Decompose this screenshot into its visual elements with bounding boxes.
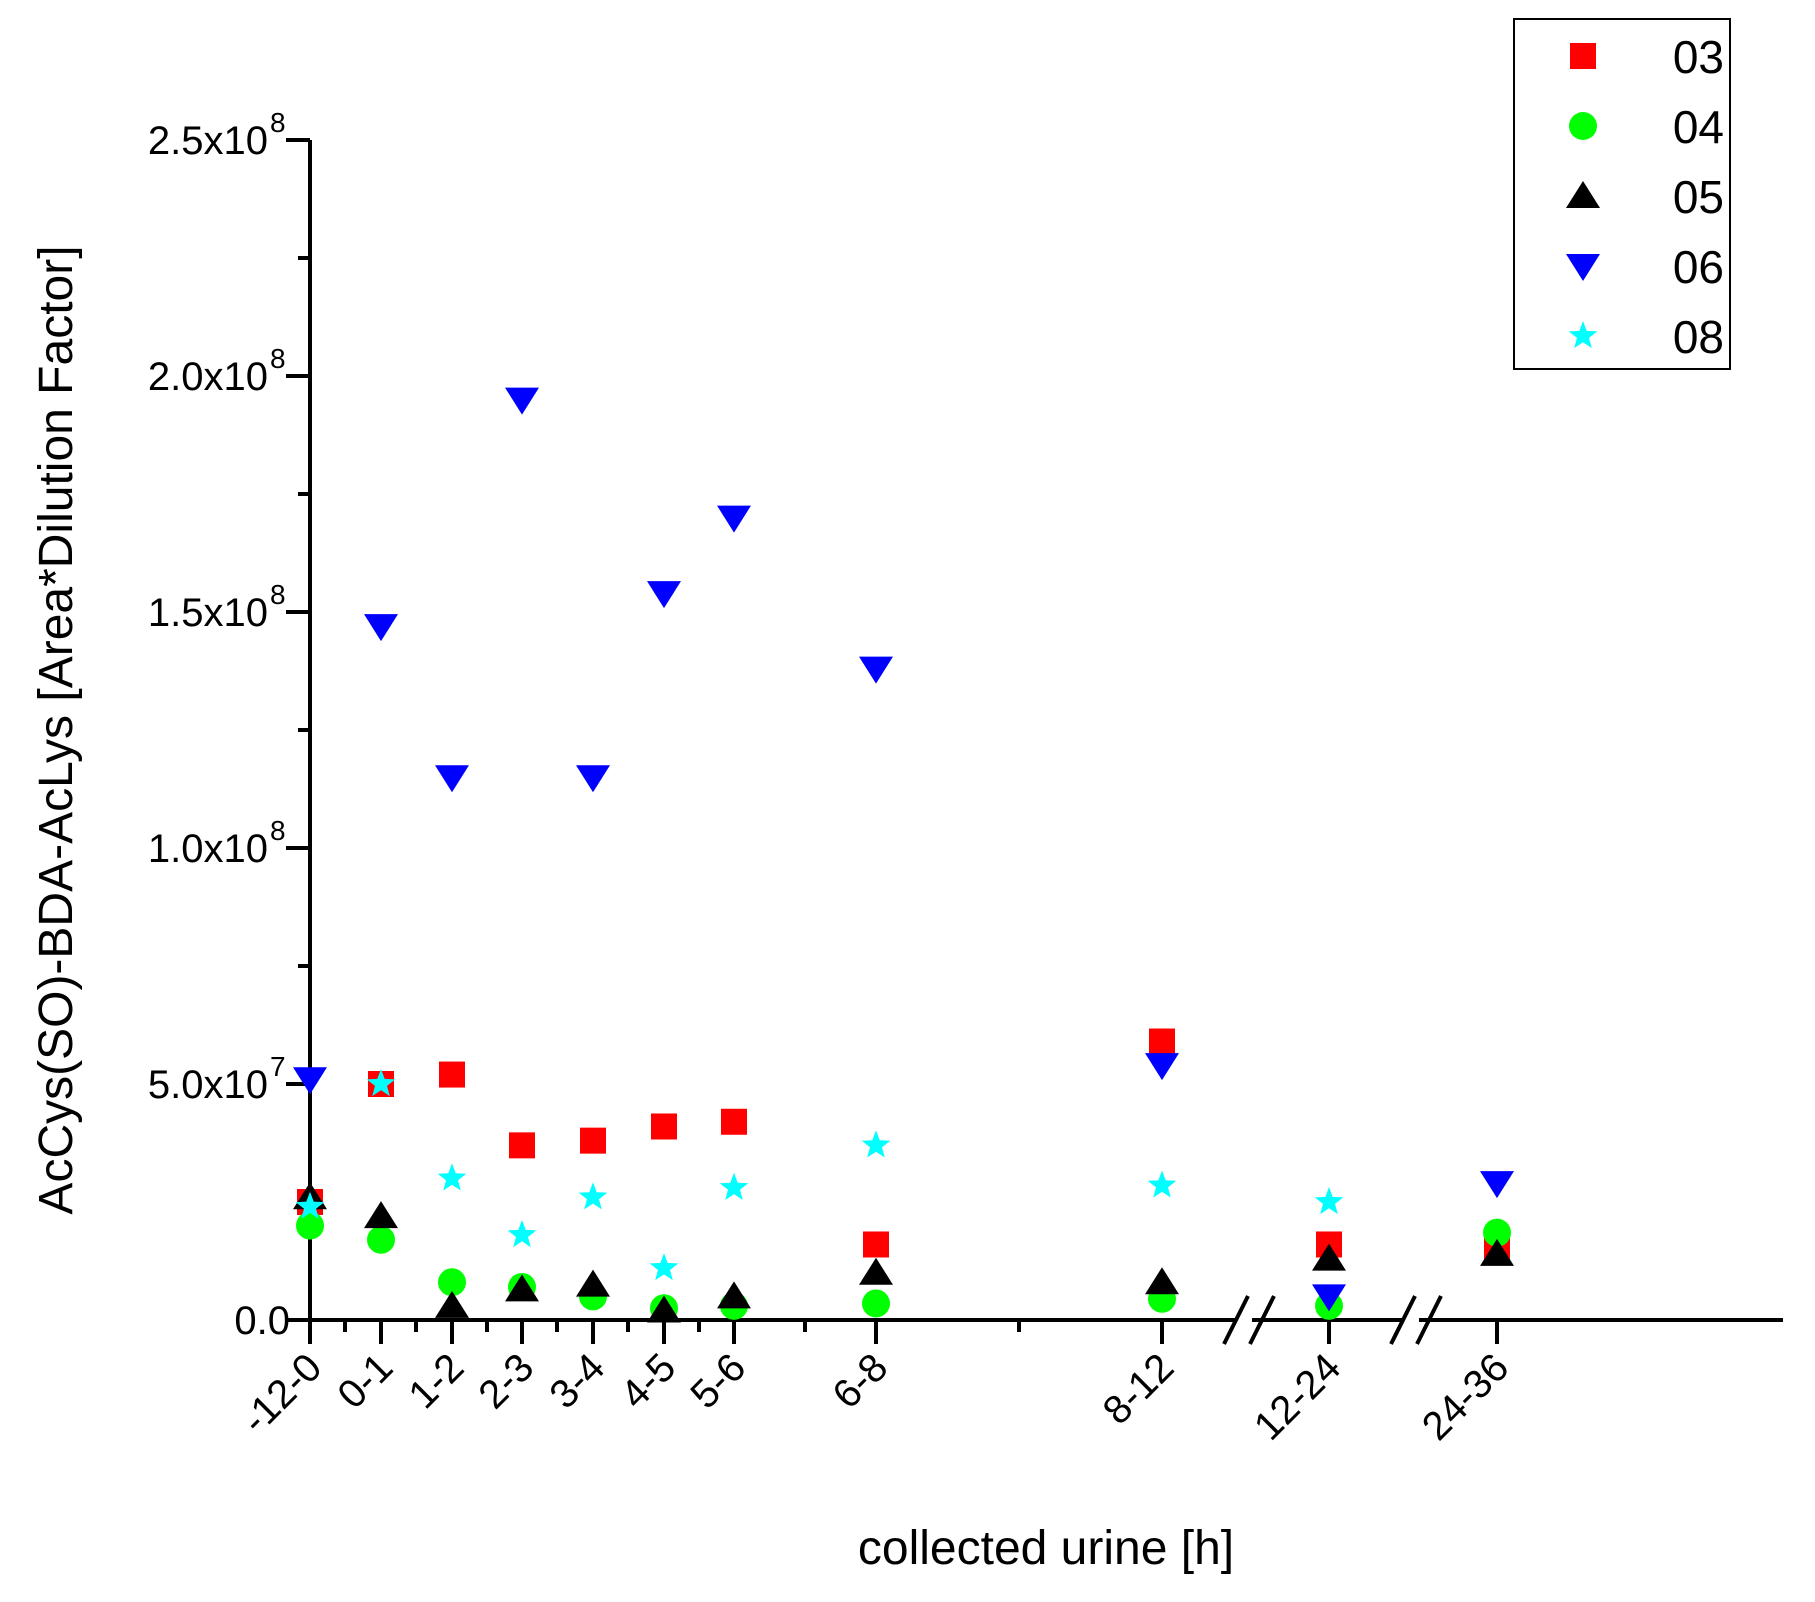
x-tick-label: 4-5 bbox=[612, 1345, 684, 1417]
y-tick-label: 1.5x10 bbox=[148, 591, 268, 635]
data-point-star-icon bbox=[1147, 1170, 1177, 1198]
y-axis-title: AcCys(SO)-BDA-AcLys [Area*Dilution Facto… bbox=[30, 245, 83, 1214]
legend-star-icon bbox=[1568, 321, 1598, 349]
data-point-circle-icon bbox=[367, 1225, 395, 1254]
legend-circle-icon bbox=[1569, 112, 1597, 140]
x-tick-label: 24-36 bbox=[1414, 1345, 1517, 1448]
axis-break-mark bbox=[1248, 1295, 1276, 1345]
data-point-star-icon bbox=[295, 1191, 325, 1219]
y-tick-exponent: 8 bbox=[270, 107, 286, 138]
data-point-triangle-down-icon bbox=[576, 765, 610, 793]
data-point-star-icon bbox=[437, 1163, 467, 1191]
y-tick-exponent: 7 bbox=[270, 1051, 286, 1082]
y-tick-label: 0.0 bbox=[234, 1299, 290, 1343]
x-tick-label: -12-0 bbox=[233, 1345, 330, 1442]
x-tick-label: 3-4 bbox=[541, 1345, 613, 1417]
x-tick-label: 6-8 bbox=[824, 1345, 896, 1417]
x-tick-label: 0-1 bbox=[329, 1345, 401, 1417]
data-point-circle-icon bbox=[438, 1268, 466, 1297]
legend-label: 05 bbox=[1673, 171, 1724, 223]
data-point-triangle-up-icon bbox=[576, 1269, 610, 1297]
legend-label: 04 bbox=[1673, 101, 1724, 153]
data-point-triangle-down-icon bbox=[1480, 1171, 1514, 1199]
y-tick-label: 2.0x10 bbox=[148, 355, 268, 399]
data-point-triangle-down-icon bbox=[364, 614, 398, 642]
data-point-square-icon bbox=[580, 1127, 606, 1154]
x-tick-label: 8-12 bbox=[1095, 1345, 1183, 1433]
data-point-triangle-up-icon bbox=[505, 1274, 539, 1302]
data-point-star-icon bbox=[719, 1172, 749, 1200]
series-08 bbox=[295, 1069, 1344, 1281]
legend-label: 08 bbox=[1673, 311, 1724, 363]
data-point-square-icon bbox=[1149, 1028, 1175, 1055]
y-axis-ticks: 0.05.0x10 71.0x10 81.5x10 82.0x10 82.5x10 8 bbox=[148, 107, 310, 1343]
series-05 bbox=[293, 1182, 1514, 1323]
data-point-triangle-up-icon bbox=[1480, 1238, 1514, 1266]
legend-box bbox=[1513, 18, 1731, 370]
x-tick-label: 12-24 bbox=[1246, 1345, 1349, 1448]
data-point-triangle-down-icon bbox=[1312, 1284, 1346, 1312]
data-point-triangle-up-icon bbox=[1312, 1243, 1346, 1271]
data-point-circle-icon bbox=[1483, 1218, 1511, 1247]
axis-break-mark bbox=[1415, 1295, 1443, 1345]
data-point-square-icon bbox=[651, 1113, 677, 1140]
data-point-triangle-up-icon bbox=[859, 1257, 893, 1285]
data-point-star-icon bbox=[861, 1130, 891, 1158]
data-point-triangle-down-icon bbox=[293, 1067, 327, 1095]
data-point-square-icon bbox=[863, 1231, 889, 1258]
data-point-circle-icon bbox=[862, 1289, 890, 1318]
data-point-star-icon bbox=[1314, 1187, 1344, 1215]
axis-break-mark bbox=[1222, 1295, 1250, 1345]
data-point-square-icon bbox=[721, 1108, 747, 1135]
data-point-triangle-up-icon bbox=[647, 1295, 681, 1323]
series-03 bbox=[297, 1028, 1510, 1263]
data-point-star-icon bbox=[366, 1069, 396, 1097]
legend-triangle-down-icon bbox=[1566, 254, 1600, 281]
data-point-triangle-down-icon bbox=[505, 387, 539, 415]
y-tick-exponent: 8 bbox=[270, 579, 286, 610]
legend-label: 06 bbox=[1673, 241, 1724, 293]
legend-label: 03 bbox=[1673, 31, 1724, 83]
data-point-triangle-up-icon bbox=[435, 1290, 469, 1318]
x-axis-title: collected urine [h] bbox=[858, 1522, 1234, 1575]
y-tick-label: 5.0x10 bbox=[148, 1063, 268, 1107]
data-point-triangle-down-icon bbox=[647, 581, 681, 609]
series-06 bbox=[293, 387, 1514, 1312]
data-point-triangle-down-icon bbox=[859, 656, 893, 684]
x-tick-label: 5-6 bbox=[682, 1345, 754, 1417]
y-tick-exponent: 8 bbox=[270, 815, 286, 846]
legend: 03 04 05 06 08 bbox=[1513, 18, 1731, 370]
x-axis-ticks: -12-0 0-1 1-22-3 3-4 4-55-6 6-8 8-12 12-24 24-36 bbox=[233, 1320, 1517, 1449]
x-tick-label: 1-2 bbox=[400, 1345, 472, 1417]
y-tick-label: 1.0x10 bbox=[148, 827, 268, 871]
data-point-triangle-down-icon bbox=[1145, 1053, 1179, 1081]
data-point-triangle-down-icon bbox=[435, 765, 469, 793]
data-point-triangle-down-icon bbox=[717, 505, 751, 533]
data-point-star-icon bbox=[507, 1220, 537, 1248]
x-tick-label: 2-3 bbox=[470, 1345, 542, 1417]
data-point-star-icon bbox=[578, 1182, 608, 1210]
data-point-triangle-up-icon bbox=[717, 1281, 751, 1309]
data-point-square-icon bbox=[509, 1132, 535, 1159]
y-tick-label: 2.5x10 bbox=[148, 119, 268, 163]
data-point-square-icon bbox=[439, 1061, 465, 1088]
data-points bbox=[293, 387, 1514, 1323]
data-point-triangle-up-icon bbox=[364, 1201, 398, 1229]
y-tick-exponent: 8 bbox=[270, 343, 286, 374]
legend-square-icon bbox=[1570, 43, 1596, 69]
data-point-star-icon bbox=[649, 1253, 679, 1281]
legend-triangle-up-icon bbox=[1566, 181, 1600, 208]
data-point-circle-icon bbox=[296, 1211, 324, 1240]
data-point-triangle-up-icon bbox=[1145, 1267, 1179, 1295]
axis-break-mark bbox=[1389, 1295, 1417, 1345]
